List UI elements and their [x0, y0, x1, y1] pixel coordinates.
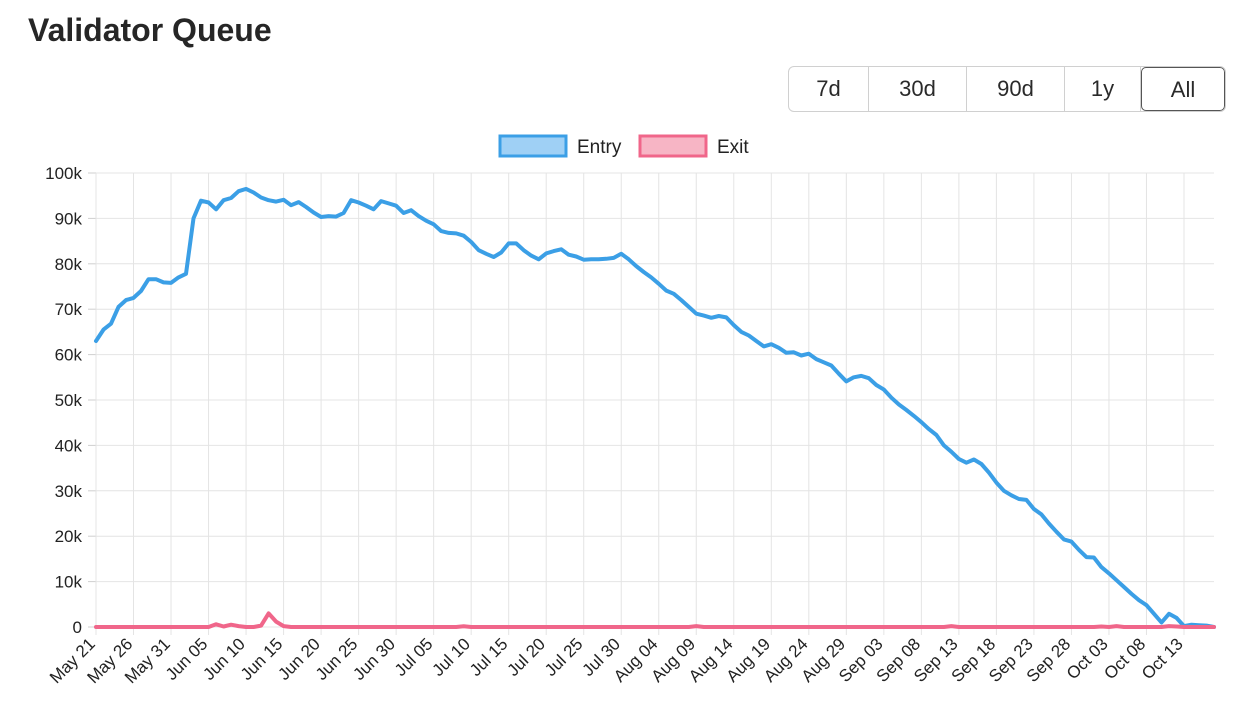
legend-label: Entry: [577, 137, 622, 158]
x-tick-label: Jul 15: [466, 634, 512, 680]
range-30d-button[interactable]: 30d: [869, 67, 967, 111]
legend-label: Exit: [717, 137, 749, 158]
y-tick-label: 70k: [55, 300, 83, 319]
chart-legend: Entry Exit: [498, 134, 749, 158]
x-tick-label: Jul 10: [428, 634, 474, 680]
x-tick-label: Oct 03: [1063, 634, 1112, 683]
range-7d-button[interactable]: 7d: [789, 67, 869, 111]
x-tick-label: Jun 10: [199, 634, 249, 684]
page-title: Validator Queue: [28, 12, 272, 48]
x-tick-label: Oct 08: [1100, 634, 1149, 683]
chart-series: [94, 186, 1216, 629]
y-tick-label: 30k: [55, 482, 83, 501]
x-tick-label: Jun 30: [349, 634, 399, 684]
y-tick-label: 50k: [55, 391, 83, 410]
legend-swatch: [498, 134, 568, 158]
time-range-selector: 7d 30d 90d 1y All: [788, 66, 1226, 112]
y-tick-label: 90k: [55, 209, 83, 228]
legend-item-exit[interactable]: Exit: [638, 134, 749, 158]
x-tick-label: Jun 20: [274, 634, 324, 684]
x-tick-label: Jun 05: [162, 634, 212, 684]
x-tick-label: Jun 15: [237, 634, 287, 684]
x-tick-label: Jul 05: [391, 634, 437, 680]
chart-grid: [88, 172, 1214, 635]
x-tick-label: Jul 20: [504, 634, 550, 680]
y-tick-label: 0: [73, 618, 82, 637]
y-tick-label: 60k: [55, 346, 83, 365]
series-line-entry: [94, 186, 1216, 629]
y-axis: 0 10k 20k 30k 40k 50k 60k 70k 80k 90k 100k: [45, 164, 82, 637]
legend-item-entry[interactable]: Entry: [498, 134, 622, 158]
x-tick-label: Jul 25: [541, 634, 587, 680]
y-tick-label: 10k: [55, 573, 83, 592]
series-line-exit: [94, 611, 1216, 629]
legend-swatch: [638, 134, 708, 158]
y-tick-label: 40k: [55, 436, 83, 455]
range-1y-button[interactable]: 1y: [1065, 67, 1141, 111]
range-90d-button[interactable]: 90d: [967, 67, 1065, 111]
x-tick-label: Jun 25: [312, 634, 362, 684]
x-tick-label: Oct 13: [1138, 634, 1187, 683]
y-tick-label: 100k: [45, 164, 82, 183]
y-tick-label: 20k: [55, 527, 83, 546]
y-tick-label: 80k: [55, 255, 83, 274]
range-all-button[interactable]: All: [1141, 67, 1225, 111]
